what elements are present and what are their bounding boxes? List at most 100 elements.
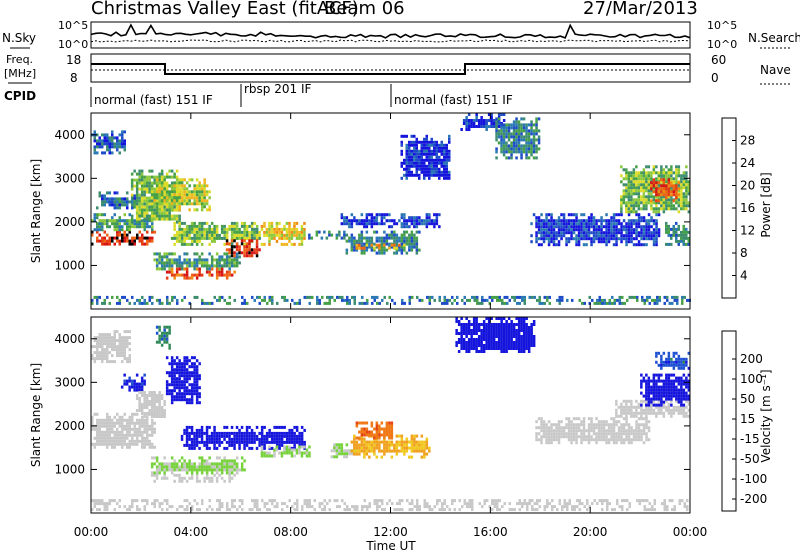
velocity-cell-8 <box>223 425 226 429</box>
velocity-cell-2 <box>135 382 139 386</box>
power-cell-18 <box>552 231 556 235</box>
velocity-cell-5 <box>180 386 184 390</box>
power-cell-1 <box>103 219 106 223</box>
velocity-cell-8 <box>278 431 281 435</box>
power-cell-14 <box>373 222 376 226</box>
power-cell-18 <box>540 228 543 232</box>
power-cell-18 <box>545 222 548 226</box>
power-cell-16 <box>485 125 488 128</box>
velocity-cell-0 <box>103 439 106 443</box>
power-cell-5 <box>205 208 209 212</box>
power-cell-10 <box>268 242 271 246</box>
power-cell-19 <box>665 207 668 211</box>
power-cell-17 <box>535 144 538 148</box>
power-cell-4 <box>160 169 164 173</box>
power-cell-21 <box>675 239 678 243</box>
power-cell-6 <box>165 258 169 262</box>
power-cell-18 <box>615 219 618 223</box>
power-cell-22 <box>673 298 676 302</box>
power-cell-3 <box>108 148 111 152</box>
power-cell-4 <box>130 181 134 185</box>
power-cell-17 <box>510 132 513 136</box>
velocity-cell-13 <box>482 338 486 341</box>
power-cell-19 <box>665 177 668 181</box>
power-cell-19 <box>620 201 623 205</box>
velocity-cell-6 <box>205 476 209 480</box>
power-cell-17 <box>522 117 526 121</box>
velocity-cell-8 <box>300 431 304 435</box>
power-cell-6 <box>218 258 221 262</box>
power-cell-4 <box>145 205 149 209</box>
power-cell-3 <box>101 145 104 149</box>
power-cell-18 <box>552 222 556 226</box>
power-cell-1 <box>113 228 116 232</box>
power-cell-22 <box>241 295 244 299</box>
velocity-cell-8 <box>260 428 264 432</box>
power-cell-10 <box>283 227 286 231</box>
power-cell-17 <box>510 147 513 151</box>
power-cell-15 <box>413 161 416 165</box>
power-cell-4 <box>150 217 154 221</box>
power-cell-15 <box>405 155 408 159</box>
power-cell-1 <box>96 228 99 232</box>
velocity-cell-0 <box>98 439 101 443</box>
velocity-cell-11 <box>398 449 401 453</box>
power-cell-22 <box>588 295 591 299</box>
velocity-cell-8 <box>245 425 249 429</box>
power-cell-22 <box>443 295 446 299</box>
power-cell-18 <box>550 216 553 220</box>
power-cell-2 <box>111 200 114 204</box>
power-cell-21 <box>685 242 688 246</box>
power-cell-5 <box>195 178 199 182</box>
power-cell-1 <box>113 222 116 226</box>
velocity-cell-3 <box>163 412 166 415</box>
velocity-cell-2 <box>125 379 129 383</box>
power-cell-8 <box>188 227 191 231</box>
power-cell-22 <box>641 298 644 302</box>
power-cell-14 <box>343 222 346 226</box>
power-cell-15 <box>418 176 421 180</box>
velocity-cell-8 <box>245 440 249 444</box>
power-cell-18 <box>580 213 583 217</box>
velocity-cell-0 <box>116 439 119 443</box>
velocity-cell-13 <box>477 344 481 347</box>
power-cell-5 <box>188 196 191 200</box>
power-cell-14 <box>365 219 369 223</box>
power-cell-19 <box>680 201 683 205</box>
velocity-cell-10 <box>343 449 346 453</box>
velocity-cell-8 <box>215 431 219 435</box>
power-cell-19 <box>642 204 646 208</box>
power-cell-19 <box>662 210 666 214</box>
power-cell-6 <box>235 252 239 256</box>
velocity-cell-11 <box>355 440 359 444</box>
power-cell-22 <box>123 295 126 299</box>
velocity-cell-8 <box>278 446 281 450</box>
power-cell-22 <box>143 301 146 305</box>
power-cell-16 <box>480 125 483 128</box>
power-cell-22 <box>521 295 524 299</box>
power-cell-16 <box>465 122 468 125</box>
power-cell-12 <box>405 230 409 234</box>
power-cell-12 <box>413 245 416 249</box>
velocity-cell-13 <box>482 344 486 347</box>
velocity-cell-7 <box>240 465 244 469</box>
power-cell-16 <box>485 122 488 125</box>
power-cell-1 <box>128 222 131 226</box>
velocity-cell-1 <box>113 360 116 364</box>
power-cell-18 <box>582 219 586 223</box>
velocity-cell-8 <box>188 446 191 450</box>
power-cell-22 <box>141 295 144 299</box>
power-cell-14 <box>365 216 369 220</box>
power-cell-17 <box>510 135 513 139</box>
velocity-cell-0 <box>121 421 124 425</box>
power-cell-3 <box>106 139 109 143</box>
power-ytick-label-1: 2000 <box>54 215 85 229</box>
power-cell-18 <box>647 222 651 226</box>
velocity-cell-7 <box>165 465 169 469</box>
velocity-cell-2 <box>120 385 124 389</box>
power-cell-0 <box>143 242 146 246</box>
velocity-cell-7 <box>168 465 171 469</box>
power-cell-22 <box>283 295 286 299</box>
power-cell-19 <box>645 174 648 178</box>
power-cell-4 <box>165 181 169 185</box>
